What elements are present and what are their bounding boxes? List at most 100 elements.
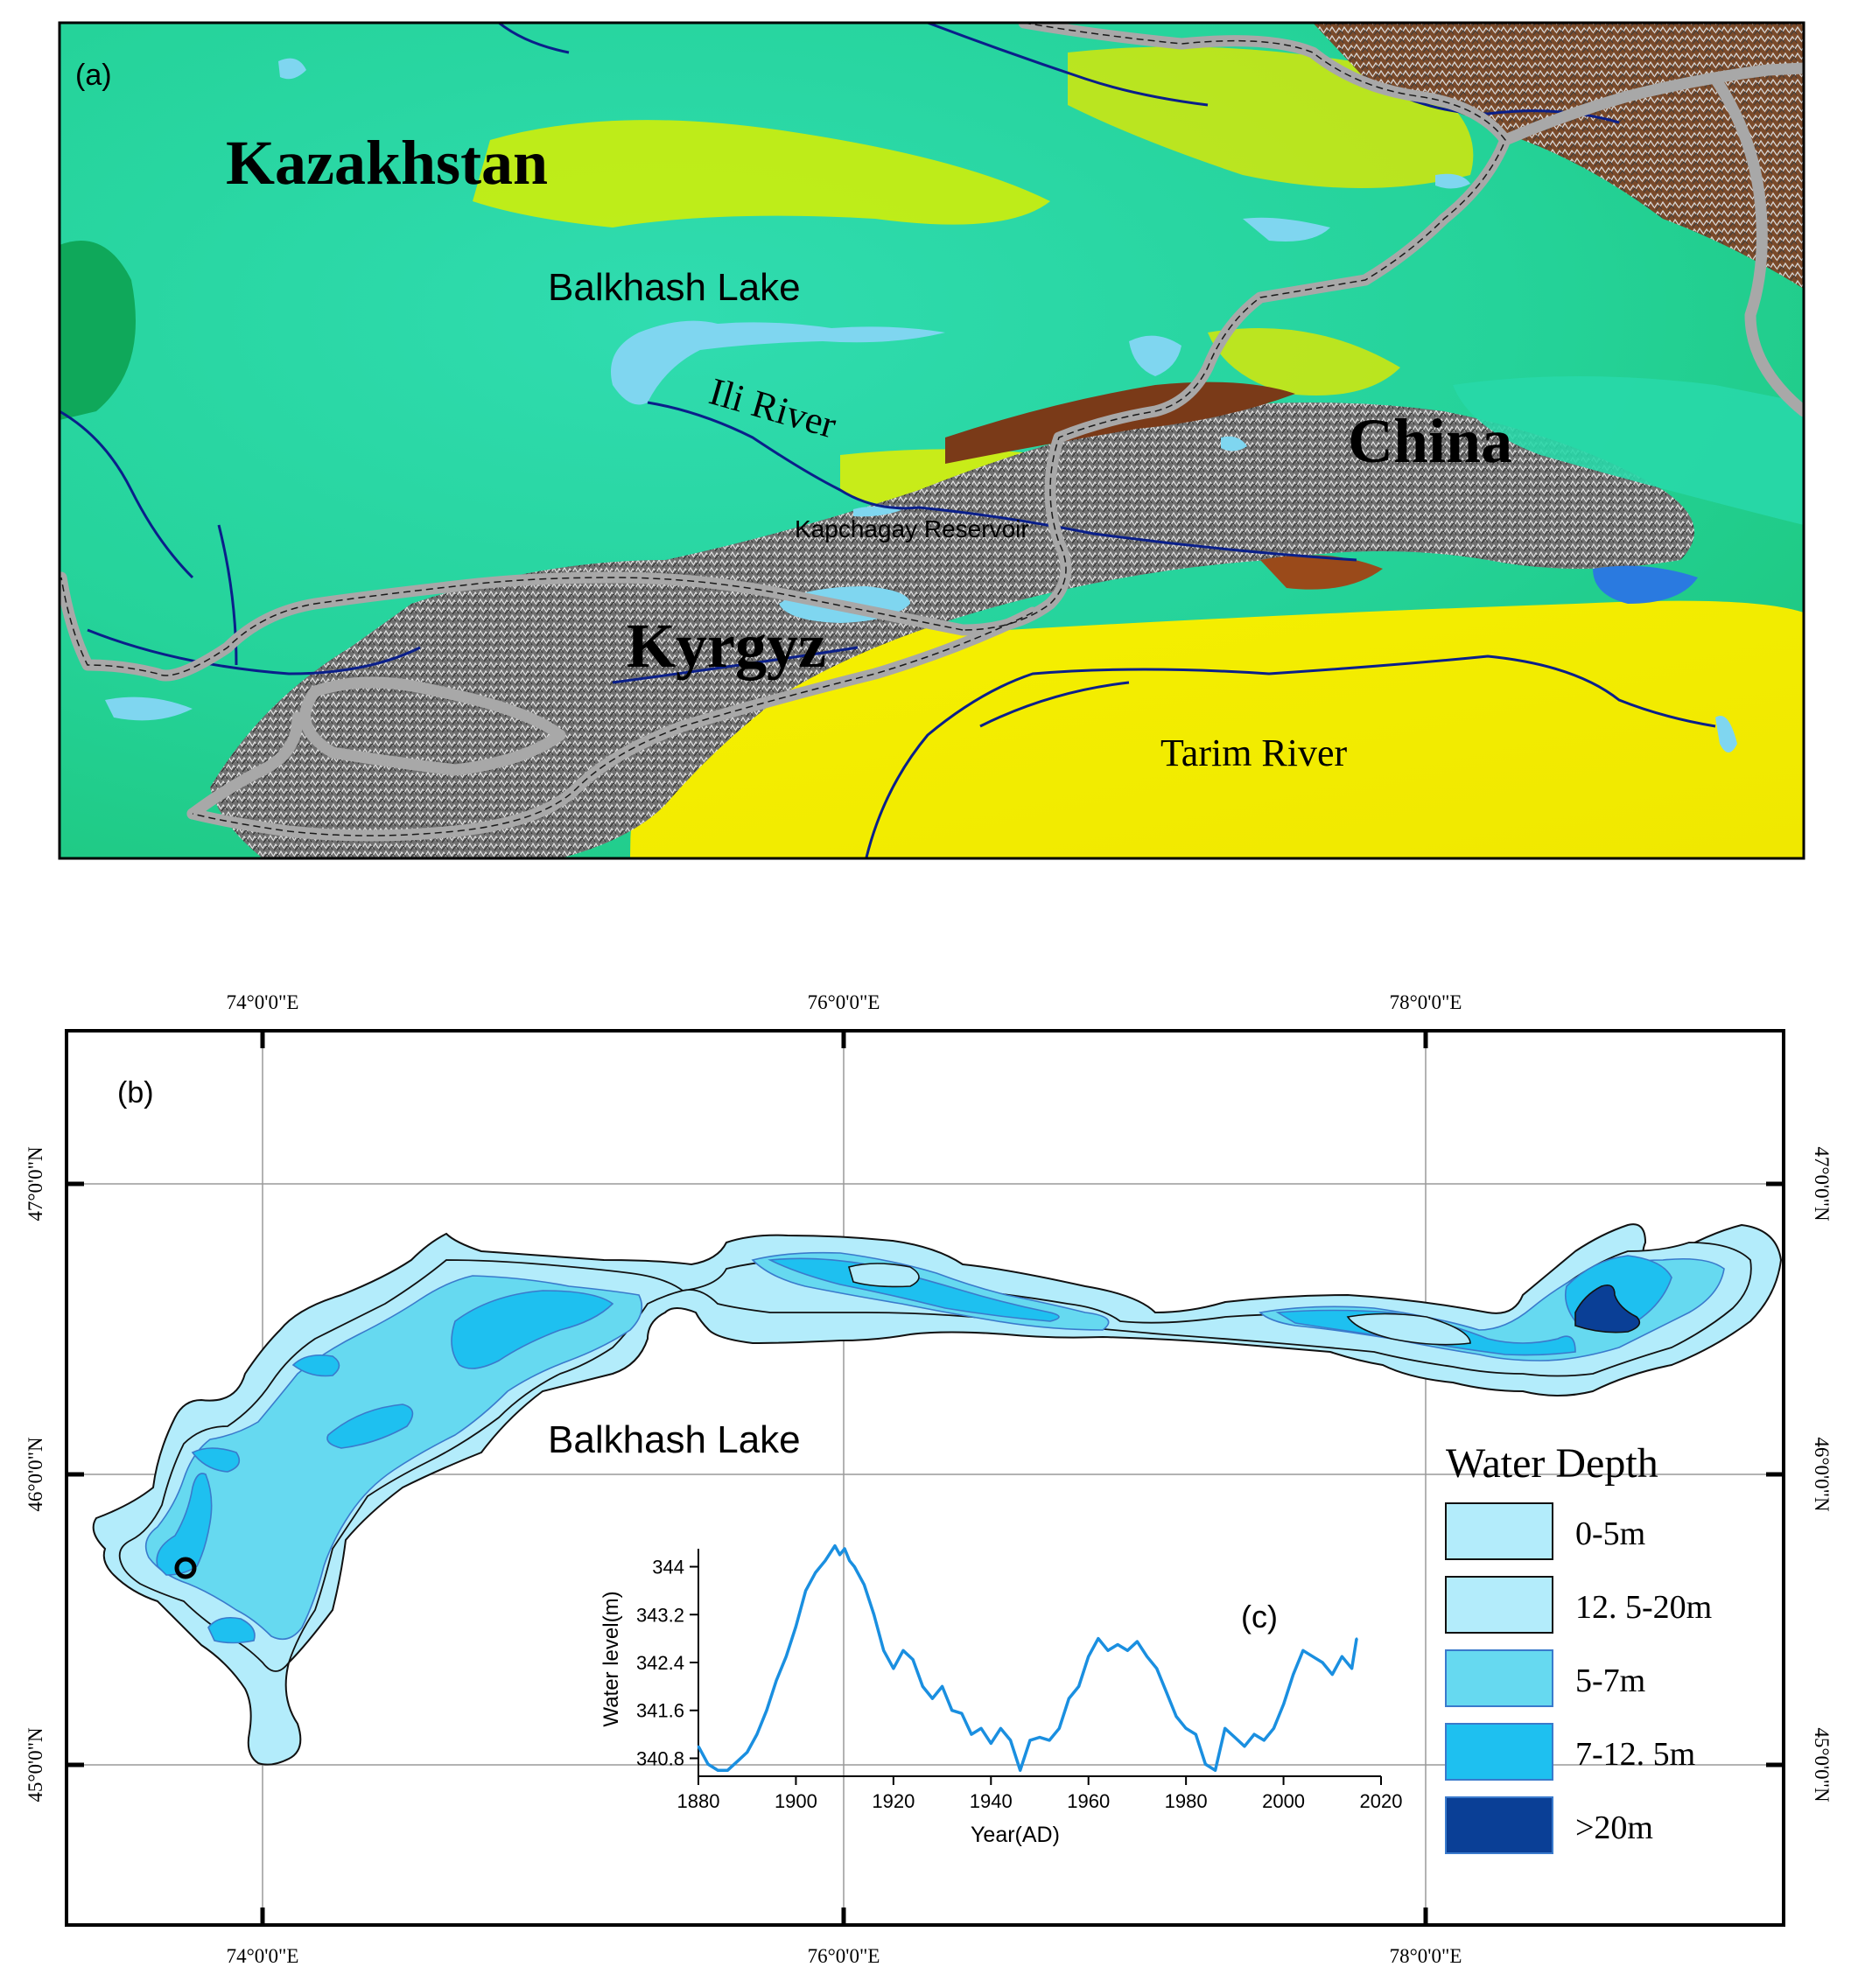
balkhash-lake-a: [611, 320, 945, 405]
chart-xtick-label-6: 2000: [1262, 1790, 1305, 1812]
chart-ytick-label-3: 343.2: [636, 1604, 684, 1626]
river-south-1: [979, 681, 1130, 728]
water-level-point-64: [1301, 1649, 1305, 1652]
label-balkhash-lake: Balkhash Lake: [548, 266, 801, 309]
label-kapchagay-reservoir: Kapchagay Reservoir: [795, 515, 1029, 542]
panel-b-map: (b) Balkhash Lake Water Depth 0-5m 12. 5…: [25, 991, 1833, 1967]
chart-title: (c): [1241, 1599, 1278, 1634]
water-level-point-27: [941, 1685, 943, 1688]
lat-label-left-47: 47°0'0"N: [25, 1146, 46, 1222]
water-level-point-33: [999, 1727, 1002, 1730]
water-level-point-30: [970, 1732, 973, 1736]
label-tarim-river: Tarim River: [1160, 732, 1348, 774]
water-level-point-60: [1263, 1739, 1266, 1742]
legend-label-1: 12. 5-20m: [1575, 1589, 1712, 1626]
water-level-point-35: [1019, 1769, 1021, 1772]
water-level-point-34: [1009, 1739, 1012, 1742]
water-level-point-48: [1146, 1656, 1148, 1658]
legend-label-0: 0-5m: [1575, 1516, 1645, 1552]
water-level-point-28: [950, 1709, 953, 1712]
water-level-point-5: [746, 1751, 748, 1754]
water-level-point-39: [1058, 1727, 1061, 1730]
water-level-point-50: [1165, 1691, 1168, 1694]
water-level-point-70: [1355, 1637, 1358, 1640]
water-level-point-11: [804, 1589, 807, 1592]
lake-depth-5-7m-main: [144, 1275, 643, 1641]
chart-xtick-label-2: 1920: [872, 1790, 915, 1812]
upland-east: [1208, 328, 1400, 396]
water-level-point-17: [848, 1559, 851, 1562]
water-level-point-45: [1116, 1643, 1119, 1646]
legend-swatch-3: [1445, 1723, 1553, 1781]
kapchagay-reservoir-shape: [853, 506, 901, 517]
lake-bosten: [1593, 565, 1698, 604]
water-level-point-23: [901, 1649, 905, 1652]
lat-label-right-46: 46°0'0"N: [1811, 1437, 1833, 1512]
lon-label-bottom-76: 76°0'0"E: [808, 1945, 880, 1967]
water-level-point-13: [824, 1559, 827, 1562]
lake-depth-7-12-5m-2: [291, 1354, 340, 1377]
panel-a-label: (a): [75, 59, 112, 92]
water-level-point-47: [1136, 1640, 1139, 1643]
basin-brown: [1260, 555, 1383, 590]
water-level-point-65: [1311, 1656, 1315, 1658]
lake-alakol: [1129, 335, 1181, 376]
lake-southwest: [105, 696, 193, 721]
water-level-point-54: [1204, 1763, 1207, 1766]
lat-label-left-46: 46°0'0"N: [25, 1437, 46, 1512]
panel-b-label: (b): [117, 1076, 154, 1110]
water-level-point-9: [785, 1656, 788, 1658]
water-level-point-4: [736, 1760, 739, 1763]
water-level-point-32: [990, 1742, 992, 1745]
water-level-point-51: [1174, 1715, 1178, 1718]
chart-xtick-label-7: 2020: [1360, 1790, 1403, 1812]
lake-east-small: [1715, 716, 1737, 752]
legend-title: Water Depth: [1446, 1440, 1658, 1487]
chart-xtick-label-5: 1980: [1165, 1790, 1208, 1812]
water-level-point-24: [911, 1658, 915, 1661]
lake-sayram: [1221, 436, 1247, 452]
lon-label-bottom-74: 74°0'0"E: [227, 1945, 299, 1967]
legend-label-4: >20m: [1575, 1810, 1653, 1846]
chart-ylabel: Water level(m): [599, 1591, 623, 1726]
lake-depth-12-5-20m-islet-2: [1346, 1312, 1471, 1346]
chart-ytick-label-1: 341.6: [636, 1700, 684, 1722]
water-level-point-25: [922, 1685, 924, 1688]
depth-legend: Water Depth 0-5m 12. 5-20m 5-7m 7-12. 5m…: [1445, 1440, 1712, 1854]
lake-ebinur: [1435, 173, 1470, 189]
lake-depth-7-12-5m-1: [451, 1290, 614, 1369]
plain-east: [1453, 376, 1804, 525]
water-level-point-55: [1214, 1769, 1216, 1772]
lake-depth-7-12-5m-3: [326, 1404, 414, 1449]
legend-swatch-0: [1445, 1502, 1553, 1560]
water-level-point-46: [1126, 1649, 1129, 1652]
chart-ytick-label-0: 340.8: [636, 1747, 684, 1769]
water-level-point-61: [1273, 1727, 1275, 1730]
water-level-point-66: [1321, 1661, 1324, 1664]
water-level-point-69: [1350, 1667, 1353, 1670]
water-level-point-59: [1252, 1732, 1256, 1736]
lat-label-right-45: 45°0'0"N: [1811, 1727, 1833, 1802]
water-level-point-52: [1184, 1727, 1188, 1730]
ili-river: [647, 401, 1357, 562]
river-west-1: [60, 410, 194, 579]
water-level-point-26: [931, 1697, 934, 1700]
panel-a-map: (a) Kazakhstan China Kyrgyz Balkhash Lak…: [58, 21, 1805, 860]
chart-ytick-label-2: 342.4: [636, 1652, 684, 1674]
lowland-west: [60, 241, 136, 420]
chart-xtick-label-4: 1960: [1067, 1790, 1110, 1812]
water-level-point-19: [863, 1583, 866, 1586]
river-chu: [87, 628, 421, 676]
lon-label-top-76: 76°0'0"E: [808, 991, 880, 1013]
water-level-chart: 340.8 341.6 342.4 343.2 344 1880 1900 1920 1940…: [599, 1544, 1402, 1847]
water-level-point-42: [1087, 1656, 1090, 1658]
water-level-point-38: [1048, 1739, 1051, 1742]
lake-depth-over-20m: [1574, 1284, 1641, 1334]
water-level-point-53: [1195, 1732, 1197, 1736]
tarim-desert: [630, 600, 1804, 858]
tarim-river: [865, 654, 1716, 858]
water-level-point-14: [833, 1544, 837, 1547]
border-kyrgyz-south-dash: [192, 612, 1034, 836]
river-west-2: [217, 524, 238, 666]
water-level-point-37: [1038, 1736, 1041, 1739]
